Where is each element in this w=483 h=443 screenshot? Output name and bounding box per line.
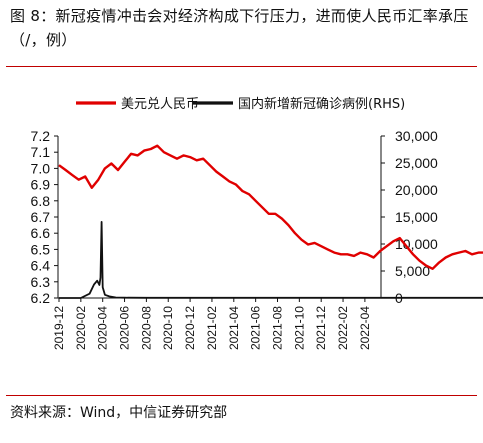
- x-tick-label: 2021-06: [249, 306, 263, 350]
- right-tick-label: 5,000: [395, 263, 430, 279]
- x-tick-label: 2020-04: [96, 306, 110, 350]
- x-tick-label: 2020-02: [74, 306, 88, 350]
- right-tick-label: 10,000: [395, 236, 438, 252]
- chart: 美元兑人民币 国内新增新冠确诊病例(RHS) 6.26.36.46.56.66.…: [31, 96, 483, 350]
- left-tick-label: 6.7: [31, 209, 51, 225]
- x-tick-label: 2022-04: [358, 306, 372, 350]
- x-tick-label: 2022-02: [336, 306, 350, 350]
- x-tick-label: 2019-12: [52, 306, 66, 350]
- source-note: 资料来源：Wind，中信证券研究部: [10, 405, 228, 421]
- x-tick-label: 2021-04: [227, 306, 241, 350]
- title-bar: 图 8：新冠疫情冲击会对经济构成下行压力，进而使人民币汇率承压（/，例）: [0, 4, 483, 52]
- x-tick-label: 2020-12: [183, 306, 197, 350]
- right-tick-label: 20,000: [395, 182, 438, 198]
- legend-label-usdcny: 美元兑人民币: [121, 97, 199, 112]
- x-tick-label: 2021-02: [205, 306, 219, 350]
- left-tick-label: 6.2: [31, 290, 51, 306]
- left-tick-label: 6.4: [31, 258, 51, 274]
- x-tick-label: 2021-12: [314, 306, 328, 350]
- left-tick-label: 7.1: [31, 144, 51, 160]
- axes: 6.26.36.46.56.66.76.86.97.07.17.205,0001…: [31, 128, 439, 350]
- right-tick-label: 30,000: [395, 128, 438, 144]
- chart-title: 图 8：新冠疫情冲击会对经济构成下行压力，进而使人民币汇率承压（/，例）: [10, 7, 469, 49]
- left-tick-label: 6.5: [31, 241, 51, 257]
- x-tick-label: 2020-08: [139, 306, 153, 350]
- source-rule: [6, 395, 477, 396]
- legend: 美元兑人民币 国内新增新冠确诊病例(RHS): [76, 96, 405, 112]
- x-tick-label: 2020-06: [118, 306, 132, 350]
- x-tick-label: 2021-10: [292, 306, 306, 350]
- left-tick-label: 6.8: [31, 193, 51, 209]
- usdcny-line: [58, 144, 483, 270]
- title-rule: [6, 66, 477, 67]
- right-tick-label: 25,000: [395, 155, 438, 171]
- left-tick-label: 7.0: [31, 160, 51, 176]
- left-tick-label: 6.9: [31, 177, 51, 193]
- left-tick-label: 6.3: [31, 274, 51, 290]
- new-cases-line: [59, 220, 483, 299]
- left-tick-label: 7.2: [31, 128, 51, 144]
- right-tick-label: 15,000: [395, 209, 438, 225]
- x-tick-label: 2020-10: [161, 306, 175, 350]
- x-tick-label: 2021-08: [270, 306, 284, 350]
- legend-label-cases: 国内新增新冠确诊病例(RHS): [238, 96, 405, 112]
- series-layer: [58, 144, 483, 299]
- left-tick-label: 6.6: [31, 225, 51, 241]
